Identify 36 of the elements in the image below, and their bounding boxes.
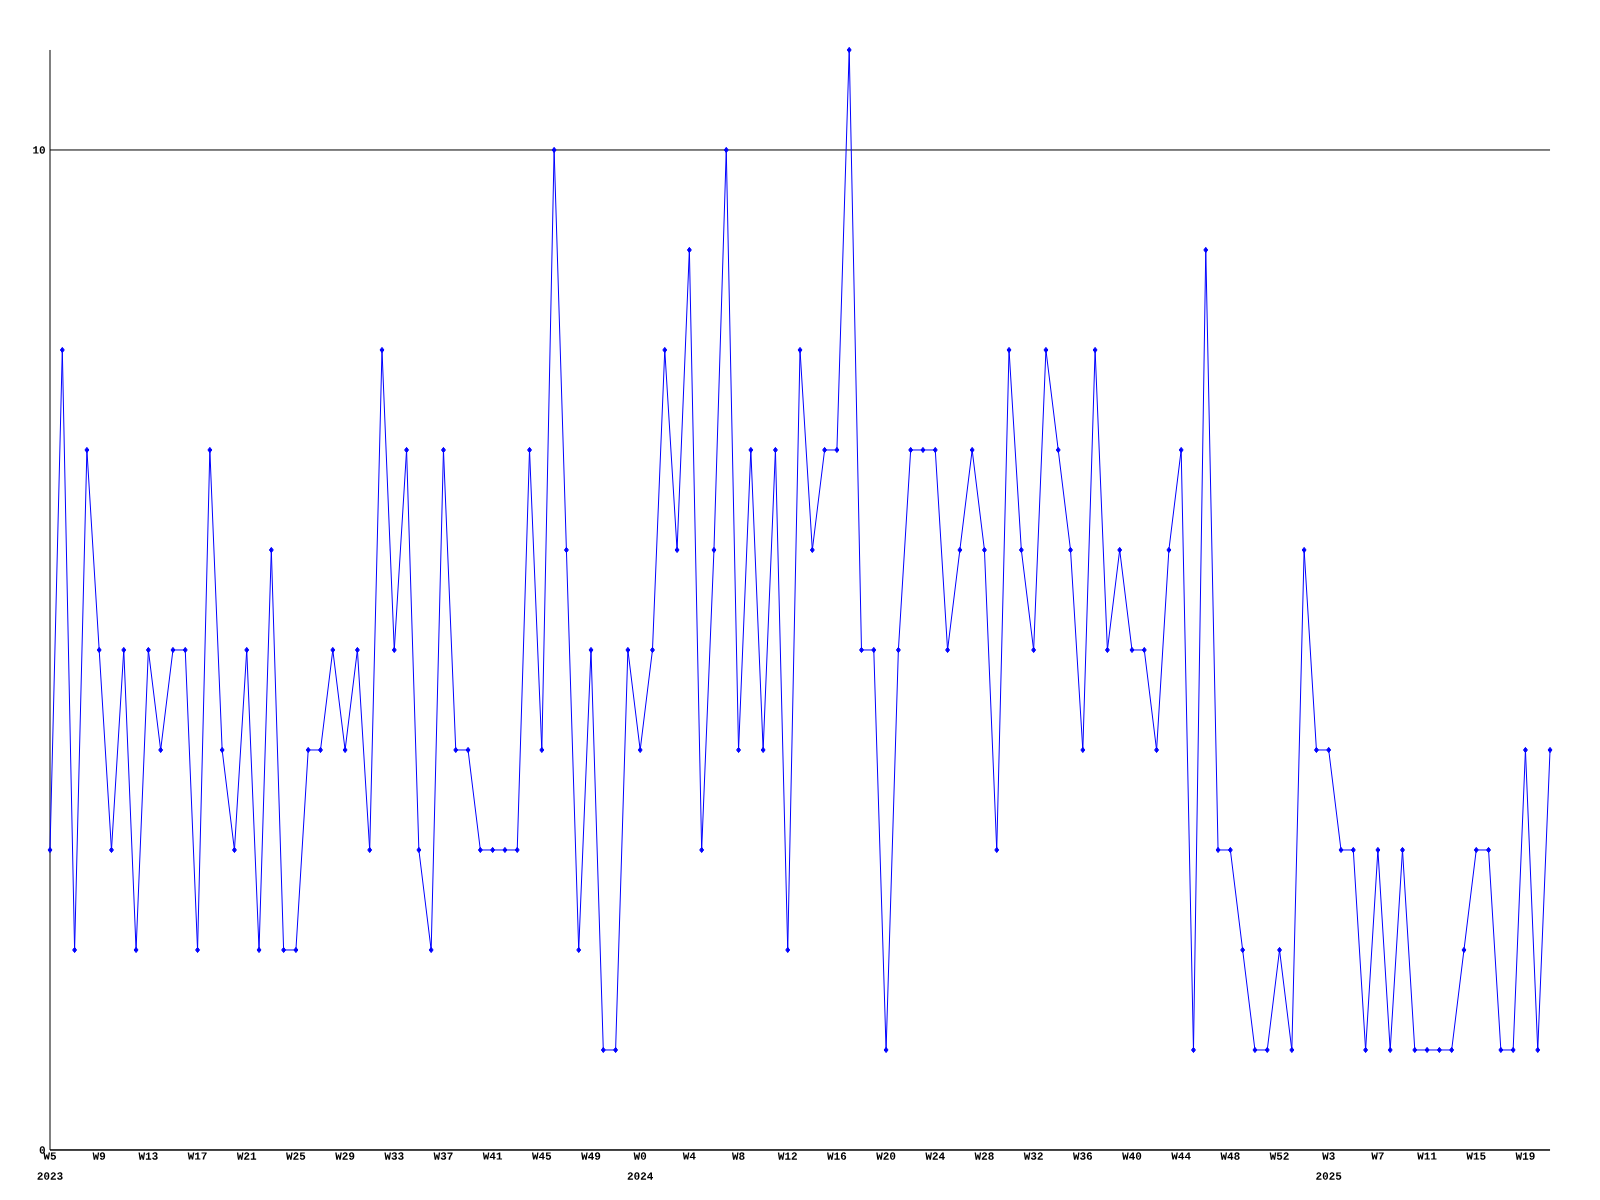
x-tick-label: W45	[531, 1152, 552, 1160]
text: 2024	[627, 1172, 654, 1180]
text: 2025	[1316, 1172, 1342, 1180]
x-tick-label: W36	[1072, 1152, 1093, 1160]
x-tick-label: W37	[433, 1152, 453, 1160]
x-tick-label: W44	[1171, 1152, 1191, 1160]
x-tick-label: W52	[1269, 1152, 1289, 1160]
x-tick-label: W41	[482, 1152, 503, 1160]
x-tick-label: W0	[633, 1152, 647, 1160]
x-tick-label: W12	[777, 1152, 797, 1160]
x-tick-label: W5	[43, 1152, 57, 1160]
x-tick-label: W13	[138, 1152, 158, 1160]
x-tick-label: W19	[1515, 1152, 1535, 1160]
x-tick-label: W29	[335, 1152, 355, 1160]
x-tick-label: W24	[925, 1152, 945, 1160]
y-tick-label: 10	[33, 146, 45, 154]
x-tick-label: W15	[1466, 1152, 1486, 1160]
x-tick-label: W9	[92, 1152, 106, 1160]
x-tick-label: W4	[682, 1152, 696, 1160]
x-tick-label: W49	[581, 1152, 601, 1160]
x-tick-label: W40	[1122, 1152, 1142, 1160]
x-tick-label: W20	[876, 1152, 896, 1160]
x-tick-label: W17	[187, 1152, 207, 1160]
x-tick-label: W32	[1023, 1152, 1043, 1160]
x-tick-label: W16	[827, 1152, 847, 1160]
y-tick-label: 0	[39, 1146, 45, 1154]
x-tick-label: W48	[1220, 1152, 1240, 1160]
x-tick-label: W11	[1417, 1152, 1437, 1160]
x-tick-label: W25	[286, 1152, 306, 1160]
x-tick-label: W28	[974, 1152, 994, 1160]
x-tick-label: W8	[731, 1152, 745, 1160]
x-tick-label: W33	[384, 1152, 404, 1160]
x-tick-label: W3	[1322, 1152, 1335, 1160]
x-tick-label: W7	[1371, 1152, 1384, 1160]
x-tick-label: W21	[236, 1152, 257, 1160]
text: 2023	[37, 1172, 63, 1180]
